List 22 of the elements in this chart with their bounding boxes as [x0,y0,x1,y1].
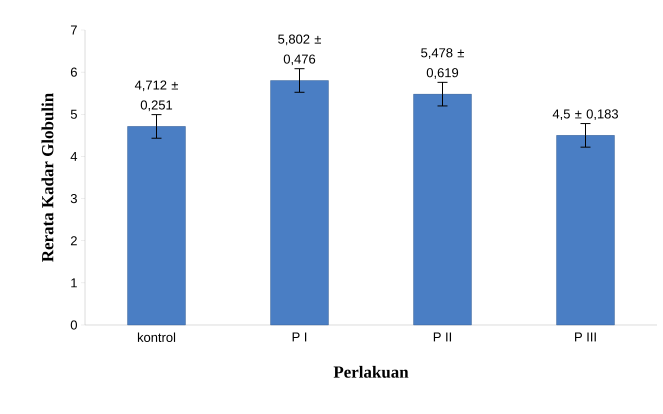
bar [127,126,186,326]
x-axis-title: Perlakuan [334,366,408,378]
y-tick-label: 0 [70,320,77,330]
bar [556,135,615,326]
x-tick-label: P I [292,332,306,342]
y-tick-label: 7 [70,26,77,34]
bar [270,80,329,326]
y-tick-label: 6 [70,68,77,77]
x-tick-label: kontrol [138,332,176,342]
y-tick-label: 3 [70,194,77,204]
data-label: 5,802 ± 0,476 [278,34,322,66]
y-tick-label: 1 [71,278,77,288]
bar [413,94,472,326]
data-label: 4,5 ± 0,183 [552,109,618,120]
y-axis-title: Rerata Kadar Globulin [41,93,54,262]
x-tick-label: P III [575,332,596,342]
y-tick-label: 2 [70,236,77,246]
y-tick-label: 5 [70,110,77,119]
data-label: 4,712 ± 0,251 [134,80,178,112]
x-tick-label: P II [434,332,452,342]
y-tick-label: 4 [70,152,78,161]
data-label: 5,478 ± 0,619 [421,48,464,79]
